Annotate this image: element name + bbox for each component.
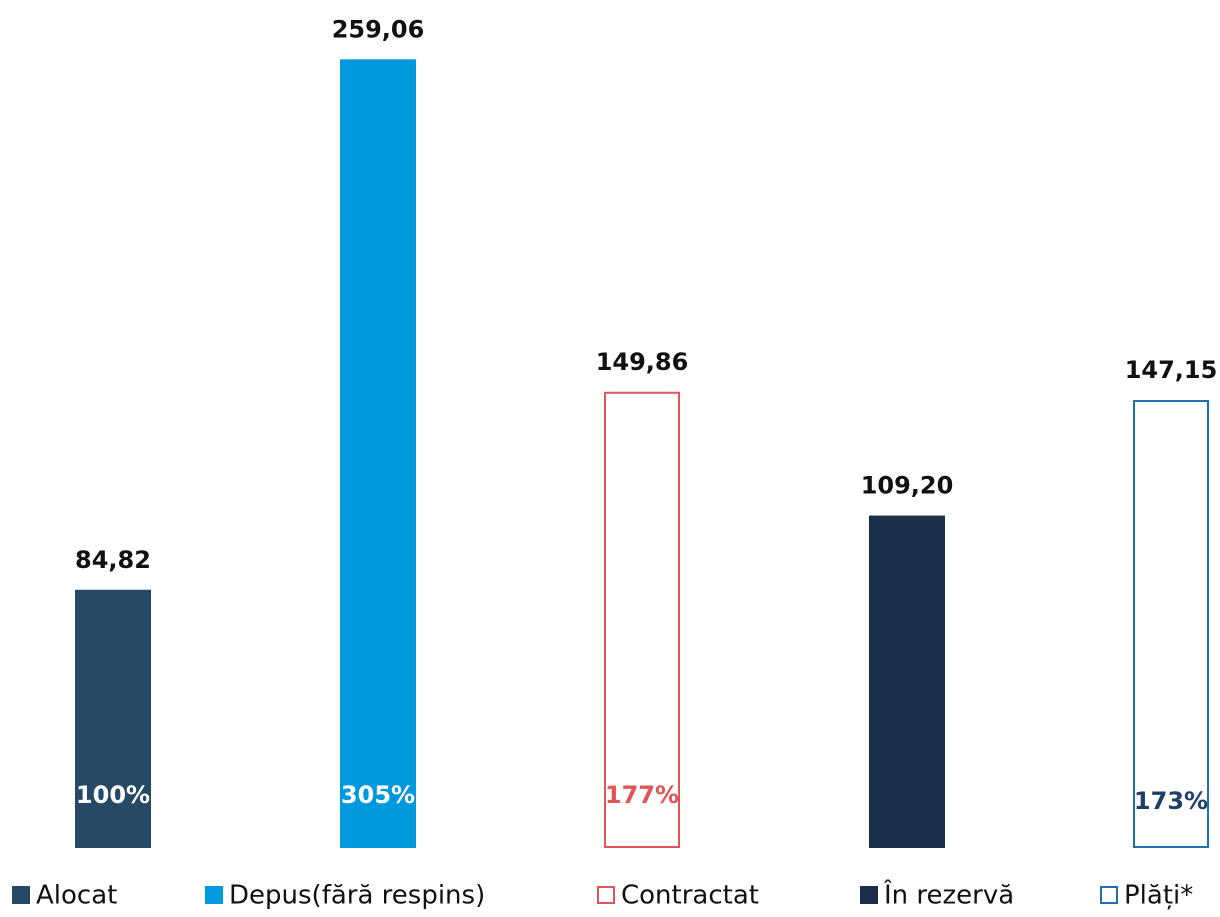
value-label: 84,82 [75, 546, 151, 574]
value-label: 109,20 [861, 472, 954, 500]
value-label: 149,86 [596, 348, 689, 376]
value-label: 147,15 [1125, 356, 1218, 384]
bar [75, 589, 151, 848]
legend-swatch [860, 886, 878, 904]
legend-label: Plăți* [1124, 881, 1193, 911]
bar [604, 391, 680, 848]
bar [340, 59, 416, 849]
legend-swatch [597, 886, 615, 904]
bar [869, 515, 945, 848]
legend-label: Alocat [36, 881, 117, 911]
legend-swatch [205, 886, 223, 904]
legend-swatch [1100, 886, 1118, 904]
legend-label: În rezervă [883, 879, 1014, 911]
value-label: 259,06 [332, 15, 425, 43]
percent-label: 100% [76, 781, 150, 809]
legend-swatch [12, 886, 30, 904]
legend-label: Depus(fără respins) [229, 881, 485, 911]
percent-label: 177% [605, 781, 679, 809]
bar [1133, 400, 1209, 848]
percent-label: 173% [1134, 787, 1208, 815]
percent-label: 305% [341, 781, 415, 809]
legend-label: Contractat [621, 881, 759, 911]
